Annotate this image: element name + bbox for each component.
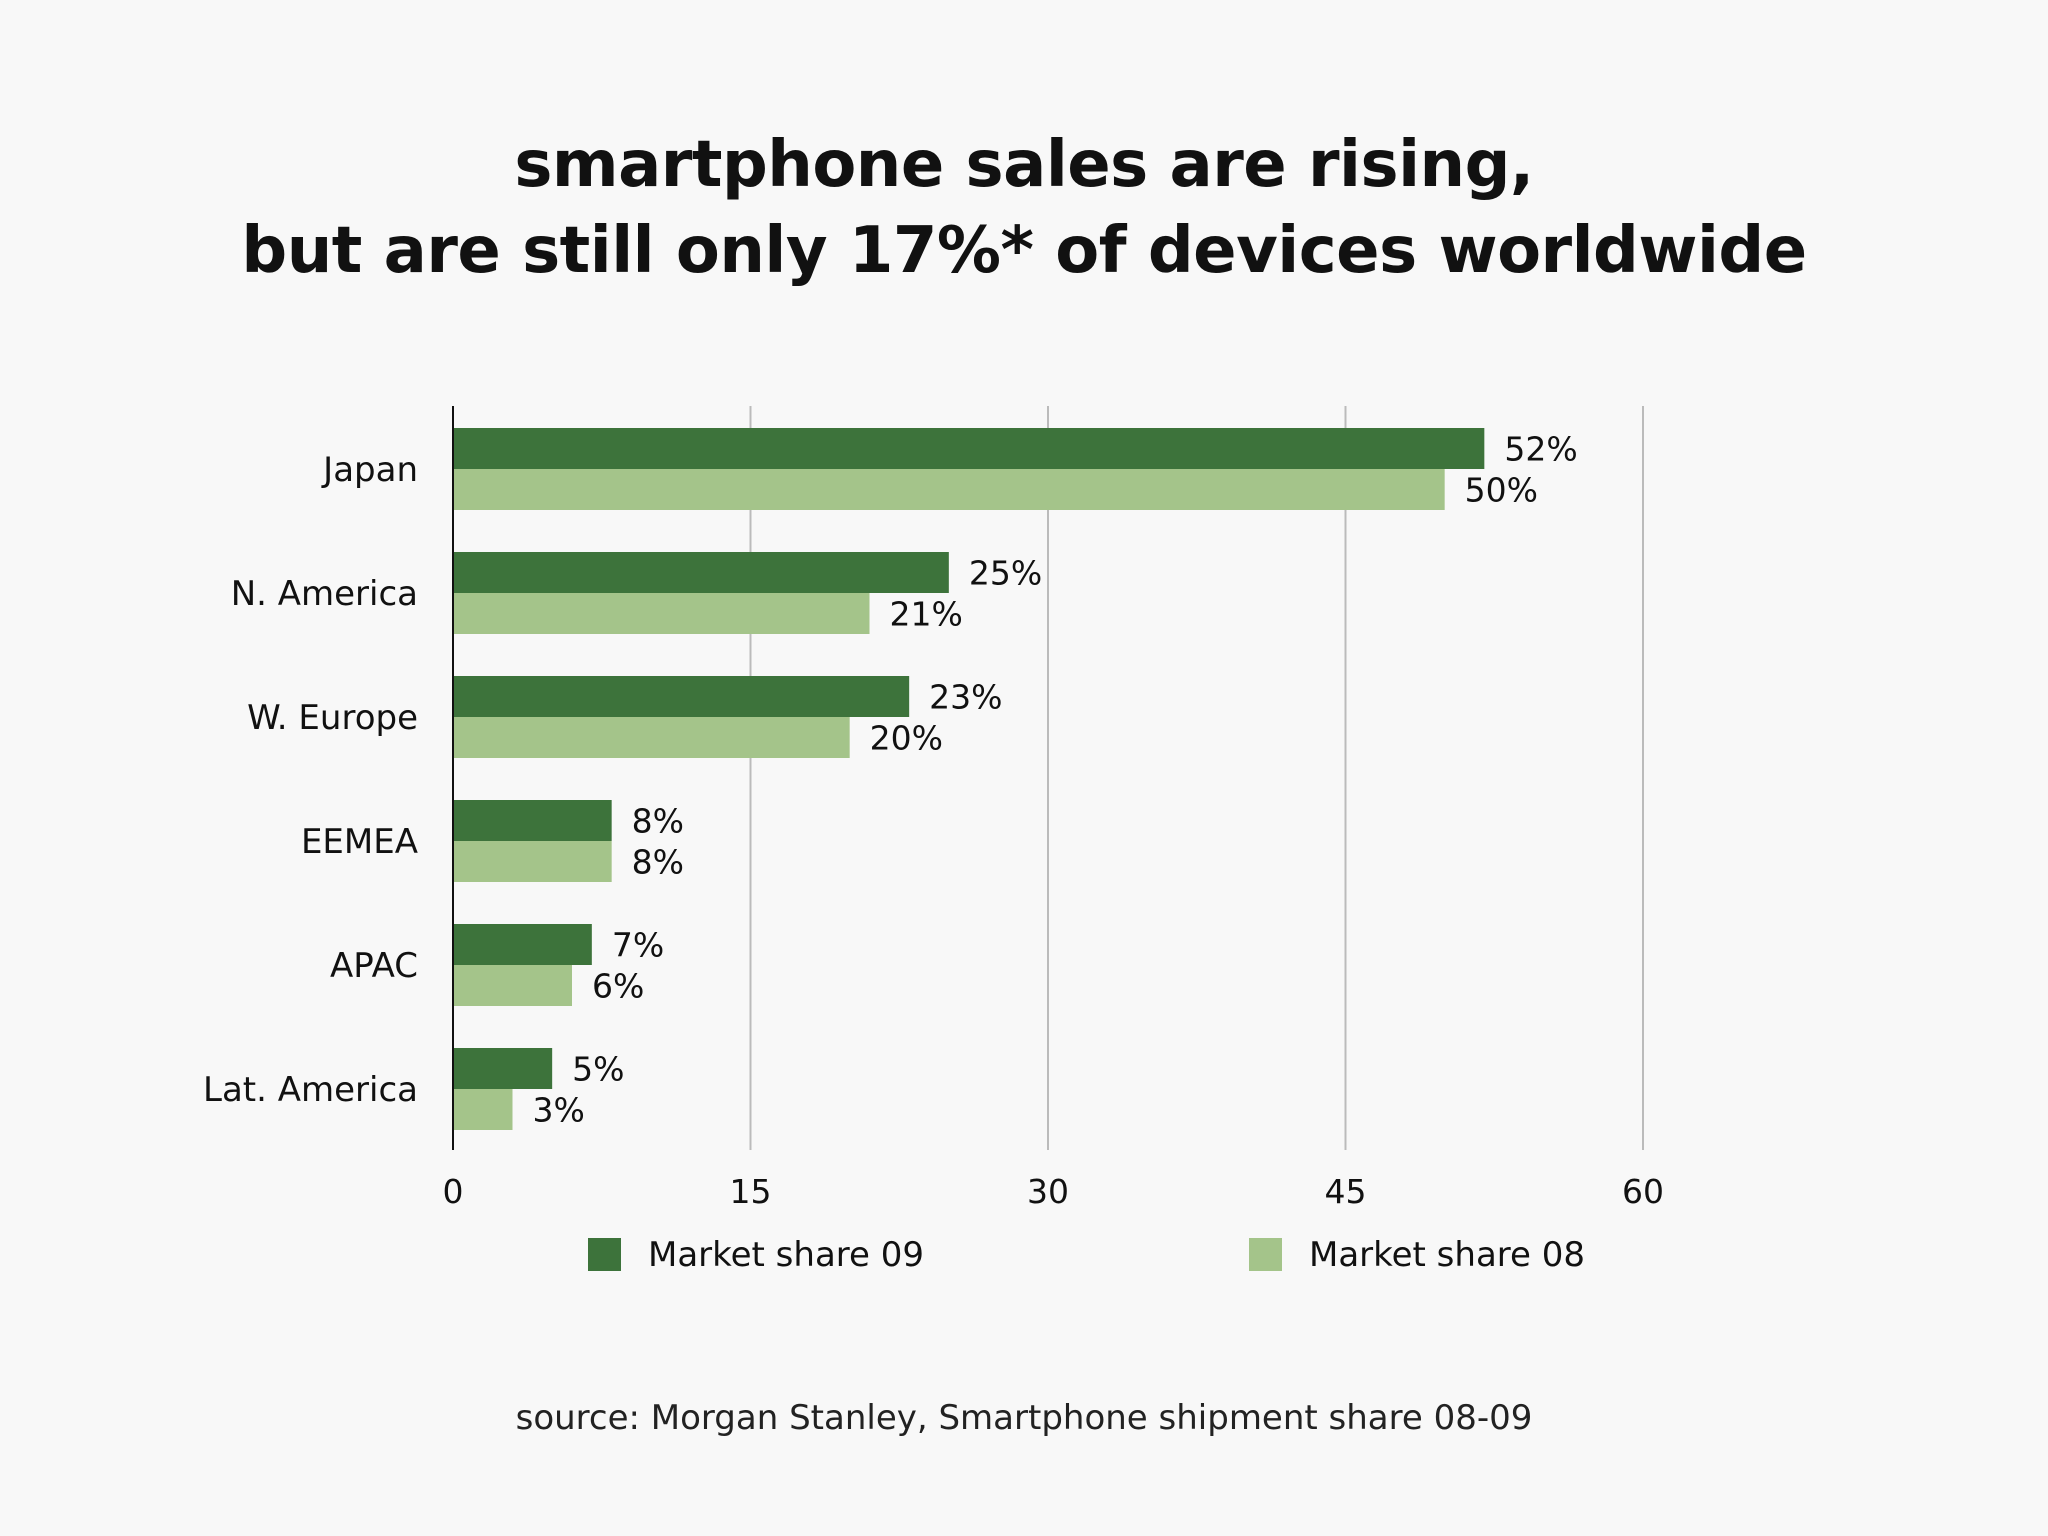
data-label: 52% bbox=[1504, 430, 1577, 469]
data-label: 3% bbox=[533, 1091, 585, 1130]
bar-08-3 bbox=[453, 841, 612, 882]
bar-09-2 bbox=[453, 676, 910, 717]
category-label: Lat. America bbox=[203, 1070, 418, 1110]
bar-08-4 bbox=[453, 965, 572, 1006]
source-note: source: Morgan Stanley, Smartphone shipm… bbox=[515, 1398, 1533, 1438]
x-tick-label: 30 bbox=[1027, 1172, 1069, 1211]
data-label: 25% bbox=[969, 554, 1042, 593]
labels: 52%50% Japan 25%21% N. America 23%20% W. Euro… bbox=[203, 430, 1578, 1130]
data-label: 8% bbox=[632, 843, 684, 882]
gridlines bbox=[749, 406, 1644, 1150]
bars bbox=[453, 428, 1485, 1130]
chart-title-line-1: smartphone sales are rising, bbox=[514, 128, 1534, 202]
x-tick-label: 0 bbox=[443, 1172, 464, 1211]
category-label: W. Europe bbox=[247, 698, 418, 738]
legend: Market share 09 Market share 08 bbox=[588, 1235, 1585, 1275]
data-label: 50% bbox=[1465, 471, 1538, 510]
bar-09-0 bbox=[453, 428, 1485, 469]
chart-title: smartphone sales are rising, but are sti… bbox=[0, 122, 2048, 294]
x-tick-label: 60 bbox=[1622, 1172, 1664, 1211]
bar-08-5 bbox=[453, 1089, 513, 1130]
data-label: 7% bbox=[612, 926, 664, 965]
category-label: Japan bbox=[321, 450, 418, 490]
legend-label: Market share 09 bbox=[648, 1235, 924, 1275]
category-label: N. America bbox=[231, 574, 418, 614]
bar-08-1 bbox=[453, 593, 870, 634]
data-label: 23% bbox=[929, 678, 1002, 717]
bar-09-1 bbox=[453, 552, 949, 593]
category-label: APAC bbox=[330, 946, 418, 986]
data-label: 6% bbox=[592, 967, 644, 1006]
legend-swatch-09 bbox=[588, 1238, 621, 1271]
bar-09-3 bbox=[453, 800, 612, 841]
bar-09-5 bbox=[453, 1048, 553, 1089]
data-label: 8% bbox=[632, 802, 684, 841]
bar-08-0 bbox=[453, 469, 1445, 510]
data-label: 5% bbox=[572, 1050, 624, 1089]
data-label: 20% bbox=[870, 719, 943, 758]
bar-08-2 bbox=[453, 717, 850, 758]
legend-label: Market share 08 bbox=[1309, 1235, 1585, 1275]
data-label: 21% bbox=[890, 595, 963, 634]
bar-09-4 bbox=[453, 924, 592, 965]
legend-swatch-08 bbox=[1249, 1238, 1282, 1271]
x-tick-label: 15 bbox=[730, 1172, 772, 1211]
chart-title-line-2: but are still only 17%* of devices world… bbox=[241, 214, 1807, 288]
x-tick-label: 45 bbox=[1325, 1172, 1367, 1211]
category-label: EEMEA bbox=[301, 822, 418, 862]
axes: 0 15 30 45 60 bbox=[443, 406, 1664, 1211]
